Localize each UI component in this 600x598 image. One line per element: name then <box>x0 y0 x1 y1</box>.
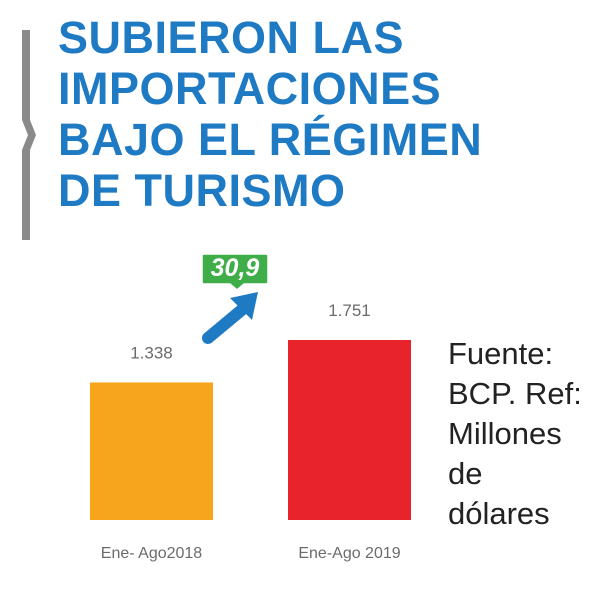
title-line-2: IMPORTACIONES <box>58 63 442 114</box>
bar-1 <box>90 382 213 520</box>
change-badge-value: 30,9 <box>210 254 260 282</box>
accent-bar <box>22 30 36 240</box>
value-label-1: 1.338 <box>130 343 173 362</box>
category-label-2: Ene-Ago 2019 <box>298 545 400 562</box>
title-line-3: BAJO EL RÉGIMEN <box>58 114 483 165</box>
bar-2 <box>288 340 411 520</box>
source-note: Fuente: BCP. Ref: Millones de dólares <box>448 334 598 534</box>
source-line-1: Fuente: <box>448 336 554 371</box>
value-label-2: 1.751 <box>328 301 371 320</box>
page-title: SUBIERON LAS IMPORTACIONES BAJO EL RÉGIM… <box>58 12 578 216</box>
title-line-1: SUBIERON LAS <box>58 12 405 63</box>
source-line-3: Millones <box>448 416 562 451</box>
arrow-up-right-icon <box>202 292 258 344</box>
source-line-2: BCP. Ref: <box>448 376 582 411</box>
accent-bar-shape <box>22 30 36 240</box>
source-line-4: de <box>448 456 483 491</box>
title-line-4: DE TURISMO <box>58 165 346 216</box>
change-badge <box>201 253 269 291</box>
category-label-1: Ene- Ago2018 <box>101 545 203 562</box>
source-line-5: dólares <box>448 496 550 531</box>
